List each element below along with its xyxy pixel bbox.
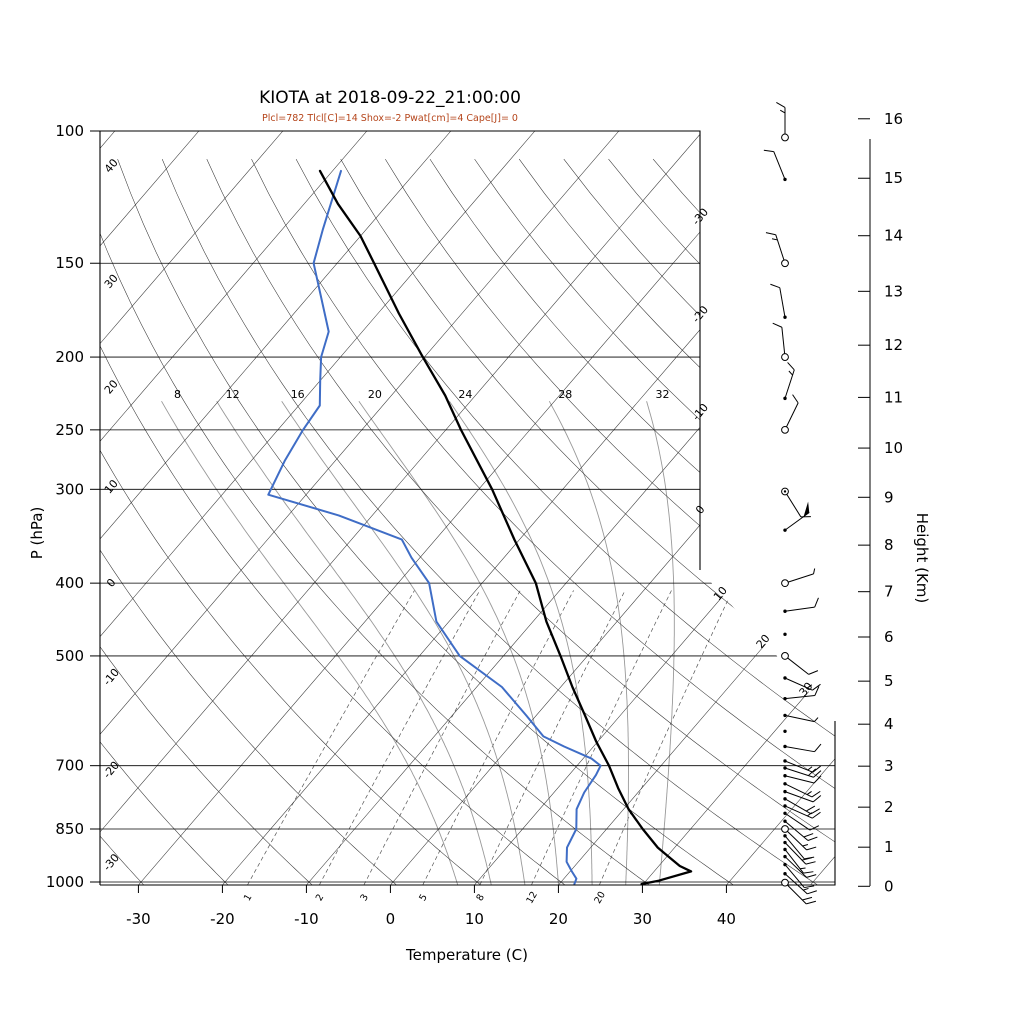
svg-text:16: 16 <box>884 110 903 128</box>
dewpoint-profile <box>267 169 602 885</box>
temperature-profile <box>318 169 693 885</box>
pressure-gridlines <box>100 131 835 883</box>
svg-text:-10: -10 <box>294 910 319 928</box>
svg-text:400: 400 <box>55 574 84 592</box>
svg-text:8: 8 <box>174 388 181 401</box>
svg-text:500: 500 <box>55 647 84 665</box>
svg-text:20: 20 <box>592 890 608 906</box>
svg-text:6: 6 <box>884 628 894 646</box>
wind-barbs <box>763 102 822 905</box>
svg-text:700: 700 <box>55 757 84 775</box>
svg-text:0: 0 <box>884 877 894 895</box>
plot-frame <box>99 130 836 886</box>
svg-text:12: 12 <box>226 388 240 401</box>
svg-text:-30: -30 <box>690 206 712 228</box>
svg-text:10: 10 <box>465 910 484 928</box>
svg-text:40: 40 <box>102 156 121 175</box>
sounding-profiles <box>267 169 693 885</box>
svg-text:2: 2 <box>884 798 894 816</box>
svg-text:30: 30 <box>102 272 121 291</box>
svg-text:10: 10 <box>102 477 121 496</box>
svg-text:8: 8 <box>884 536 894 554</box>
svg-text:12: 12 <box>884 336 903 354</box>
svg-text:2: 2 <box>314 892 327 903</box>
svg-text:3: 3 <box>884 757 894 775</box>
svg-text:4: 4 <box>884 715 894 733</box>
svg-text:5: 5 <box>417 892 430 903</box>
chart-title: KIOTA at 2018-09-22_21:00:00 <box>259 88 521 108</box>
temperature-axis-label: Temperature (C) <box>406 946 528 964</box>
svg-text:300: 300 <box>55 480 84 498</box>
svg-text:16: 16 <box>291 388 305 401</box>
svg-text:3: 3 <box>358 892 371 903</box>
svg-text:24: 24 <box>458 388 472 401</box>
svg-text:30: 30 <box>633 910 652 928</box>
svg-text:10: 10 <box>884 439 903 457</box>
svg-text:9: 9 <box>884 488 894 506</box>
svg-text:150: 150 <box>55 254 84 272</box>
svg-text:-10: -10 <box>690 401 712 423</box>
svg-text:-10: -10 <box>101 666 123 688</box>
svg-text:28: 28 <box>558 388 572 401</box>
svg-text:1: 1 <box>884 838 894 856</box>
svg-text:20: 20 <box>549 910 568 928</box>
svg-text:-20: -20 <box>690 303 712 325</box>
svg-text:100: 100 <box>55 122 84 140</box>
svg-text:1000: 1000 <box>46 873 84 891</box>
svg-text:-20: -20 <box>101 759 123 781</box>
svg-text:10: 10 <box>711 584 730 603</box>
svg-text:20: 20 <box>102 377 121 396</box>
svg-text:40: 40 <box>717 910 736 928</box>
svg-text:1: 1 <box>242 892 255 903</box>
svg-text:20: 20 <box>754 632 773 651</box>
svg-text:14: 14 <box>884 227 903 245</box>
svg-text:200: 200 <box>55 348 84 366</box>
svg-text:13: 13 <box>884 282 903 300</box>
pressure-axis-label: P (hPa) <box>28 506 46 560</box>
svg-text:0: 0 <box>104 576 118 590</box>
isotherms <box>100 131 835 885</box>
svg-text:-20: -20 <box>210 910 235 928</box>
svg-text:8: 8 <box>474 892 487 903</box>
chart-parameters-line: Plcl=782 Tlcl[C]=14 Shox=-2 Pwat[cm]=4 C… <box>262 113 518 124</box>
height-axis-label: Height (Km) <box>913 512 931 604</box>
svg-text:0: 0 <box>386 910 396 928</box>
svg-text:32: 32 <box>656 388 670 401</box>
svg-text:850: 850 <box>55 820 84 838</box>
svg-text:20: 20 <box>368 388 382 401</box>
svg-text:7: 7 <box>884 583 894 601</box>
svg-text:12: 12 <box>524 890 540 906</box>
svg-text:-30: -30 <box>126 910 151 928</box>
svg-text:15: 15 <box>884 169 903 187</box>
svg-text:5: 5 <box>884 672 894 690</box>
svg-text:11: 11 <box>884 388 903 406</box>
svg-text:250: 250 <box>55 421 84 439</box>
svg-text:-30: -30 <box>101 851 123 873</box>
